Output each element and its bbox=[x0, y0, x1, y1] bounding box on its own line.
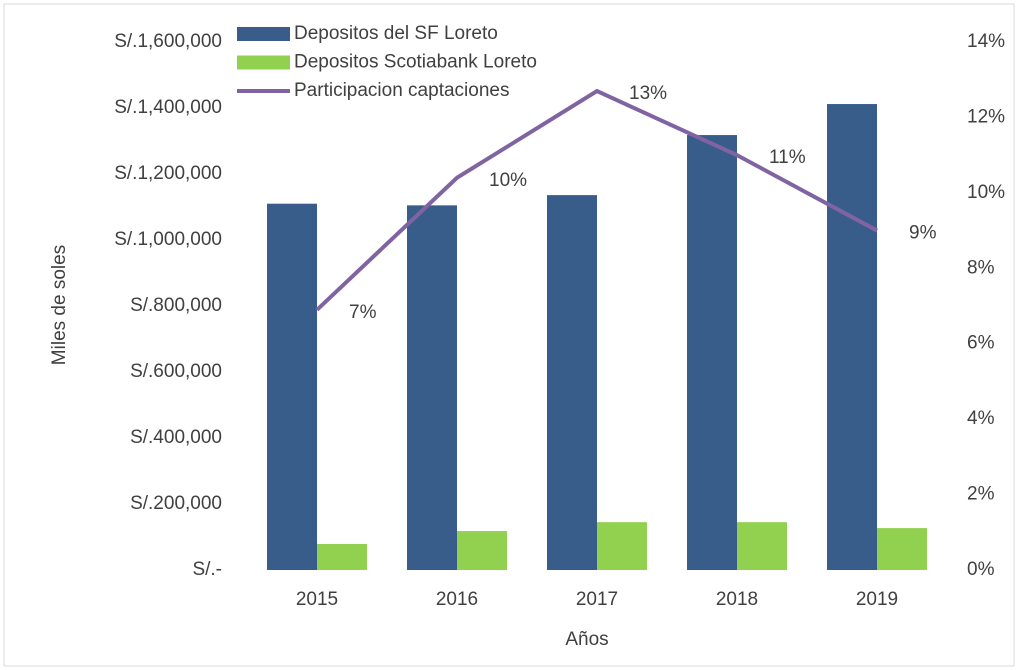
bar bbox=[317, 543, 367, 570]
bar bbox=[457, 531, 507, 570]
bar bbox=[547, 195, 597, 570]
legend-label: Depositos Scotiabank Loreto bbox=[294, 52, 537, 73]
y-tick-label: S/.400,000 bbox=[130, 427, 222, 448]
legend-label: Depositos del SF Loreto bbox=[294, 23, 498, 44]
legend-label: Participacion captaciones bbox=[294, 80, 509, 101]
x-axis-label: Años bbox=[565, 629, 608, 650]
data-label: 10% bbox=[489, 170, 527, 191]
y2-tick-label: 0% bbox=[967, 559, 995, 580]
y2-tick-label: 2% bbox=[967, 484, 995, 505]
bar bbox=[827, 104, 877, 570]
y-tick-label: S/.600,000 bbox=[130, 361, 222, 382]
bar bbox=[877, 528, 927, 570]
y2-tick-label: 10% bbox=[967, 182, 1005, 203]
legend-swatch bbox=[237, 55, 290, 70]
bar bbox=[267, 203, 317, 570]
x-tick-label: 2019 bbox=[856, 589, 898, 610]
y2-tick-label: 4% bbox=[967, 408, 995, 429]
x-tick-label: 2015 bbox=[296, 589, 338, 610]
y2-tick-label: 6% bbox=[967, 333, 995, 354]
x-tick-label: 2016 bbox=[436, 589, 478, 610]
x-tick-label: 2017 bbox=[576, 589, 618, 610]
y2-tick-label: 14% bbox=[967, 31, 1005, 52]
y-tick-label: S/.1,200,000 bbox=[114, 163, 222, 184]
y-tick-label: S/.800,000 bbox=[130, 295, 222, 316]
bar bbox=[407, 205, 457, 570]
y-tick-label: S/.1,400,000 bbox=[114, 97, 222, 118]
bar bbox=[687, 135, 737, 570]
x-tick-label: 2018 bbox=[716, 589, 758, 610]
y-axis-label: Miles de soles bbox=[49, 245, 70, 365]
y-tick-label: S/.- bbox=[192, 559, 222, 580]
bar bbox=[597, 522, 647, 570]
line bbox=[315, 88, 878, 312]
y-tick-label: S/.1,000,000 bbox=[114, 229, 222, 250]
data-label: 7% bbox=[349, 302, 377, 323]
y-tick-label: S/.1,600,000 bbox=[114, 31, 222, 52]
data-label: 13% bbox=[629, 83, 667, 104]
bar bbox=[737, 522, 787, 570]
data-label: 11% bbox=[769, 147, 806, 168]
y2-tick-label: 8% bbox=[967, 257, 995, 278]
y-tick-label: S/.200,000 bbox=[130, 493, 222, 514]
legend-swatch bbox=[237, 27, 290, 41]
y2-tick-label: 12% bbox=[967, 106, 1005, 127]
data-label: 9% bbox=[909, 223, 937, 244]
